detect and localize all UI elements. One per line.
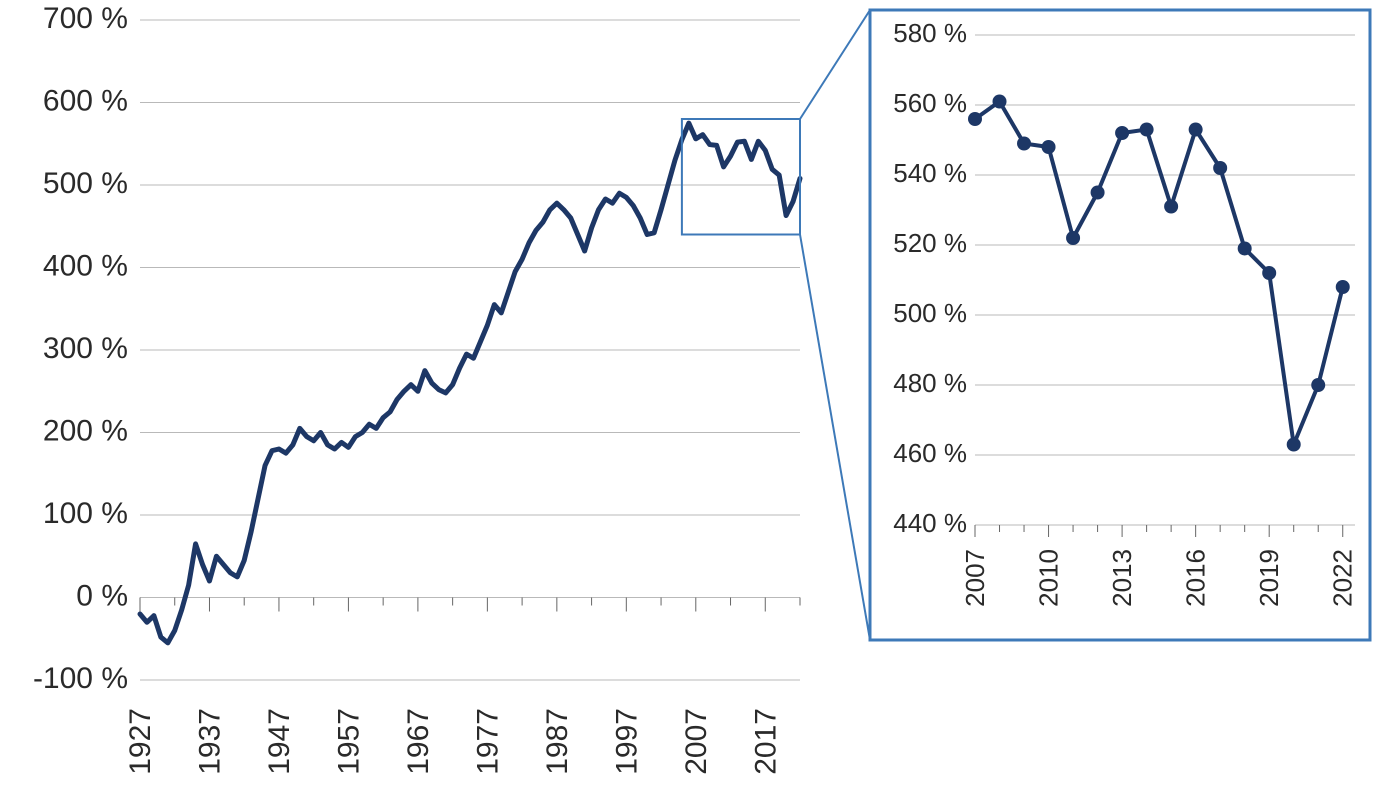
main-ytick-label: 0 %	[76, 579, 128, 612]
inset-series-marker	[1091, 186, 1105, 200]
inset-ytick-label: 480 %	[893, 368, 967, 398]
inset-ytick-label: 540 %	[893, 158, 967, 188]
inset-ytick-label: 440 %	[893, 508, 967, 538]
inset-chart: 440 % 460 % 480 % 500 % 520 % 540 % 560 % 580 %…	[870, 10, 1370, 640]
main-xtick-label: 1987	[541, 708, 574, 775]
main-ytick-label: 700 %	[43, 2, 128, 35]
main-ytick-label: 100 %	[43, 497, 128, 530]
inset-xtick-label: 2010	[1034, 549, 1064, 607]
main-xtick-label: 2007	[680, 708, 713, 775]
inset-ytick-label: 580 %	[893, 18, 967, 48]
main-xtick-label: 1957	[332, 708, 365, 775]
inset-series-marker	[1066, 231, 1080, 245]
inset-series-marker	[993, 95, 1007, 109]
inset-ytick-label: 460 %	[893, 438, 967, 468]
inset-ytick-label: 520 %	[893, 228, 967, 258]
inset-series-marker	[1336, 280, 1350, 294]
inset-series-marker	[1189, 123, 1203, 137]
main-xtick-label: 1937	[193, 708, 226, 775]
inset-xtick-label: 2016	[1181, 549, 1211, 607]
main-ytick-label: 400 %	[43, 249, 128, 282]
main-xtick-label: 1977	[471, 708, 504, 775]
inset-xtick-label: 2013	[1107, 549, 1137, 607]
main-xtick-label: 1947	[263, 708, 296, 775]
inset-series-marker	[968, 112, 982, 126]
main-series-line	[140, 123, 800, 643]
inset-xtick-label: 2019	[1254, 549, 1284, 607]
main-xtick-label: 1927	[124, 708, 157, 775]
inset-series-marker	[1140, 123, 1154, 137]
inset-series-marker	[1262, 266, 1276, 280]
inset-series-marker	[1115, 126, 1129, 140]
inset-series-marker	[1238, 242, 1252, 256]
inset-series-marker	[1017, 137, 1031, 151]
zoom-connector-bottom	[800, 235, 870, 641]
main-ytick-label: 200 %	[43, 414, 128, 447]
figure-root: -100 % 0 % 100 % 200 % 300 % 400 % 500 % 600 % 7…	[0, 0, 1380, 800]
zoom-connector-top	[800, 10, 870, 119]
main-xtick-label: 1967	[402, 708, 435, 775]
inset-series-marker	[1164, 200, 1178, 214]
inset-xtick-label: 2007	[960, 549, 990, 607]
inset-ytick-label: 500 %	[893, 298, 967, 328]
main-ytick-label: 300 %	[43, 332, 128, 365]
inset-series-marker	[1311, 378, 1325, 392]
inset-series-marker	[1213, 161, 1227, 175]
main-xtick-label: 2017	[749, 708, 782, 775]
inset-series-marker	[1042, 140, 1056, 154]
main-xtick-label: 1997	[610, 708, 643, 775]
inset-ytick-label: 560 %	[893, 88, 967, 118]
inset-series-marker	[1287, 438, 1301, 452]
main-ytick-label: -100 %	[33, 662, 128, 695]
main-ytick-label: 600 %	[43, 84, 128, 117]
main-chart: -100 % 0 % 100 % 200 % 300 % 400 % 500 % 600 % 7…	[33, 2, 870, 775]
inset-xtick-label: 2022	[1328, 549, 1358, 607]
main-ytick-label: 500 %	[43, 167, 128, 200]
